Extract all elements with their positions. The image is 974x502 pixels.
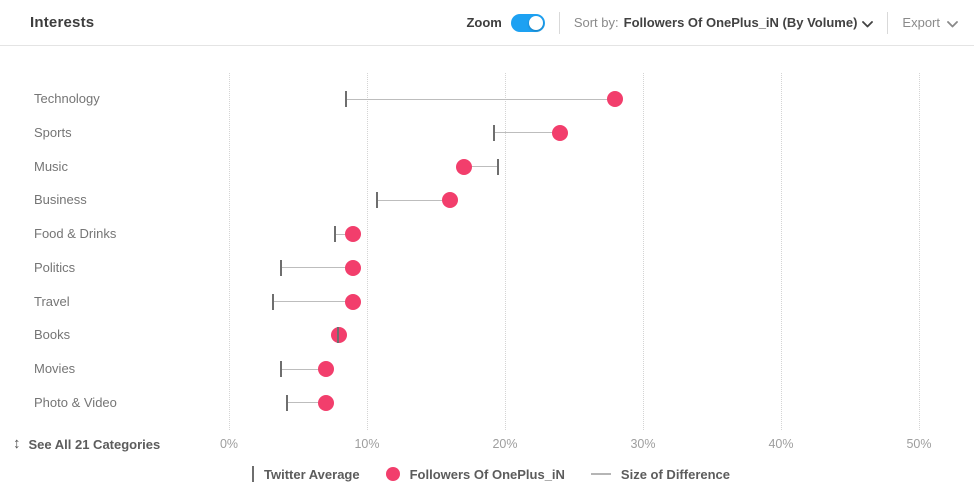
twitter-average-tick-marker[interactable]	[345, 91, 348, 107]
plot-area: 0% 10% 20% 30% 40% 50% Technology Sports Music Bu…	[0, 46, 974, 502]
x-gridline	[643, 73, 644, 430]
header-divider	[887, 11, 889, 34]
twitter-average-tick-marker[interactable]	[272, 293, 275, 310]
x-axis-tick-label: 10%	[354, 437, 380, 451]
difference-line	[286, 402, 326, 404]
sort-by-dropdown[interactable]: Sort by: Followers Of OnePlus_iN (By Vol…	[574, 14, 874, 31]
category-label: Travel	[34, 293, 70, 309]
x-gridline	[367, 73, 368, 430]
chevron-down-icon	[947, 16, 958, 31]
x-gridline	[505, 73, 506, 430]
difference-line	[273, 301, 354, 302]
twitter-average-tick-marker[interactable]	[280, 259, 283, 276]
twitter-average-tick-marker[interactable]	[337, 327, 340, 344]
zoom-toggle-switch[interactable]	[510, 13, 545, 32]
followers-dot-marker[interactable]	[455, 158, 472, 175]
legend-label: Twitter Average	[264, 466, 360, 482]
line-marker-icon	[590, 473, 611, 475]
followers-dot-marker[interactable]	[607, 91, 624, 107]
followers-dot-marker[interactable]	[317, 361, 334, 377]
difference-line	[281, 368, 326, 370]
x-axis-tick-label: 50%	[906, 437, 932, 451]
legend-item-twitter-average[interactable]: Twitter Average	[252, 466, 360, 482]
category-label: Music	[34, 158, 68, 174]
category-label: Sports	[34, 124, 72, 140]
chart-legend: Twitter Average Followers Of OnePlus_iN Si…	[252, 466, 730, 482]
sort-by-selected-value: Followers Of OnePlus_iN (By Volume)	[623, 15, 858, 30]
x-axis-tick-label: 40%	[768, 437, 794, 451]
difference-line	[335, 233, 354, 235]
difference-line	[493, 132, 561, 134]
twitter-average-tick-marker[interactable]	[280, 361, 283, 377]
dot-marker-icon	[385, 467, 400, 481]
export-label: Export	[902, 15, 940, 30]
see-all-categories-label: See All 21 Categories	[28, 436, 161, 452]
difference-line	[346, 98, 616, 100]
followers-dot-marker[interactable]	[345, 293, 362, 310]
x-axis-tick-label: 30%	[630, 437, 656, 451]
twitter-average-tick-marker[interactable]	[492, 124, 495, 141]
tick-marker-icon	[252, 466, 254, 482]
toggle-knob	[528, 15, 543, 30]
category-label: Movies	[34, 361, 76, 376]
up-down-arrow-icon: ↕	[13, 435, 21, 452]
difference-line	[281, 267, 354, 269]
followers-dot-marker[interactable]	[345, 226, 362, 242]
export-dropdown[interactable]: Export	[902, 14, 958, 31]
x-axis-tick-label: 20%	[492, 437, 518, 451]
followers-dot-marker[interactable]	[552, 124, 569, 141]
zoom-toggle-group: Zoom	[466, 13, 545, 32]
x-gridline	[919, 73, 920, 430]
header-controls: Zoom Sort by: Followers Of OnePlus_iN (B…	[466, 11, 958, 34]
zoom-toggle-label: Zoom	[466, 15, 502, 30]
sort-by-prefix-label: Sort by:	[573, 15, 619, 30]
category-label: Photo & Video	[34, 394, 117, 410]
twitter-average-tick-marker[interactable]	[497, 158, 500, 175]
twitter-average-tick-marker[interactable]	[285, 394, 288, 411]
legend-label: Followers Of OnePlus_iN	[409, 466, 565, 482]
category-label: Books	[34, 327, 71, 343]
difference-line	[376, 199, 450, 201]
header-divider	[558, 11, 560, 34]
x-gridline	[781, 73, 782, 430]
followers-dot-marker[interactable]	[317, 394, 334, 411]
x-gridline	[229, 73, 230, 430]
difference-line	[463, 166, 499, 167]
see-all-categories-button[interactable]: ↕ See All 21 Categories	[13, 436, 160, 452]
followers-dot-marker[interactable]	[345, 259, 362, 276]
x-axis-tick-label: 0%	[219, 437, 239, 451]
followers-dot-marker[interactable]	[441, 192, 458, 209]
chevron-down-icon	[862, 16, 874, 31]
category-label: Food & Drinks	[34, 226, 117, 241]
category-label: Politics	[34, 259, 76, 275]
twitter-average-tick-marker[interactable]	[375, 192, 378, 209]
followers-dot-marker[interactable]	[331, 327, 348, 344]
legend-label: Size of Difference	[620, 466, 731, 482]
category-label: Technology	[34, 91, 100, 106]
twitter-average-tick-marker[interactable]	[334, 226, 337, 242]
category-label: Business	[34, 192, 87, 208]
legend-item-size-of-difference[interactable]: Size of Difference	[590, 466, 731, 482]
legend-item-followers-of-oneplus-in[interactable]: Followers Of OnePlus_iN	[385, 466, 565, 482]
widget-header: Interests Zoom Sort by: Followers Of One…	[0, 0, 974, 46]
page-title: Interests	[30, 14, 95, 31]
